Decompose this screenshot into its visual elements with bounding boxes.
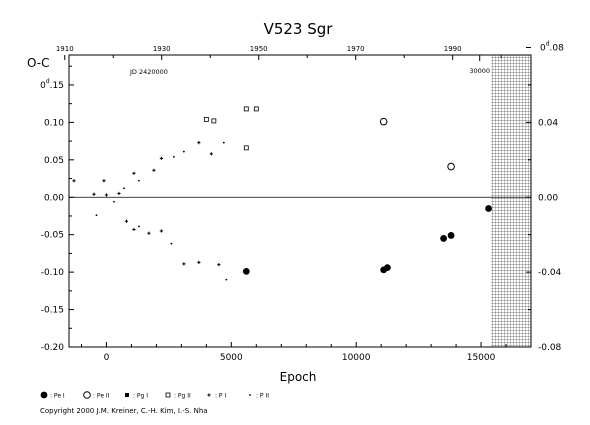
y-tick-label: 0.10 [44, 118, 64, 128]
legend-marker-p2 [249, 394, 251, 396]
legend-label: : P I [215, 393, 226, 400]
data-point-p1 [92, 192, 96, 196]
right-tick-label: -0.08 [538, 343, 562, 353]
data-point-pe1 [384, 264, 391, 272]
legend-marker-p1 [207, 393, 211, 397]
data-point-p1 [132, 171, 136, 175]
data-point-p1 [182, 262, 186, 266]
x-tick-label: 5000 [220, 353, 243, 363]
year-tick-label: 1910 [56, 45, 74, 53]
right-tick-label: 0.00 [538, 193, 558, 203]
right-tick-label: -0.04 [538, 268, 562, 278]
legend: : Pe I : Pe II : Pg I : Pg II : P I : P II [40, 391, 269, 400]
legend-marker-pe2 [83, 391, 91, 399]
right-tick-label: 0.04 [538, 118, 558, 128]
data-point-p2 [123, 187, 125, 190]
jd-tick-label: 30000 [469, 67, 490, 75]
plot-frame [68, 54, 532, 348]
legend-marker-pe1 [40, 391, 48, 399]
legend-marker-pg2 [165, 392, 171, 398]
data-point-p1 [197, 260, 201, 264]
legend-label: : Pg I [133, 393, 148, 400]
hatched-region [491, 55, 531, 347]
right-tick-label-part: .08 [550, 44, 565, 54]
data-point-p2 [182, 150, 185, 153]
data-point-p1 [117, 191, 121, 196]
chart-title: V523 Sgr [264, 20, 334, 38]
data-point-p1 [124, 219, 129, 223]
x-tick-label: 0 [104, 353, 110, 363]
year-tick-label: 1990 [444, 45, 462, 53]
data-point-pe2 [379, 117, 388, 126]
legend-label: : P II [256, 393, 269, 400]
data-point-p2 [172, 155, 175, 158]
legend-label: : Pe II [93, 393, 110, 400]
x-axis-label: Epoch [280, 370, 317, 384]
data-point-p1 [132, 227, 136, 232]
data-point-pg2 [243, 145, 249, 151]
data-point-p1 [72, 179, 76, 183]
data-point-p1 [197, 141, 201, 145]
data-point-pg2 [253, 106, 259, 112]
data-point-pe1 [485, 205, 492, 212]
data-point-pe1 [242, 267, 250, 275]
y-tick-label: 0d.15 [40, 78, 64, 91]
data-point-p2 [170, 242, 173, 245]
data-point-p1 [102, 179, 106, 183]
y-tick-label-part: 0 [40, 81, 46, 91]
year-tick-label: 1970 [347, 45, 365, 53]
data-point-p2 [138, 179, 140, 182]
legend-label: : Pg II [174, 393, 191, 400]
y-tick-label: -0.15 [41, 306, 64, 316]
legend-marker-pg1 [125, 393, 129, 397]
y-tick-label: 0.05 [44, 156, 64, 166]
x-tick-label: 15000 [467, 353, 496, 363]
data-point-p1 [159, 156, 163, 160]
data-point-pg2 [211, 118, 217, 124]
y-axis-label: O-C [27, 56, 50, 70]
data-point-p1 [147, 231, 151, 235]
data-point-p2 [138, 225, 140, 228]
jd-axis-label: JD 2420000 [129, 68, 168, 76]
y-tick-label: -0.05 [41, 231, 64, 241]
unit-superscript: d [46, 78, 50, 85]
legend-label: : Pe I [50, 393, 65, 400]
unit-superscript: d [546, 41, 550, 48]
data-point-p2 [95, 214, 98, 217]
data-point-p1 [159, 229, 163, 233]
data-point-p2 [113, 200, 115, 203]
x-tick-label: 10000 [342, 353, 371, 363]
right-tick-label: 0d.08 [540, 41, 564, 54]
data-point-pe1 [440, 235, 447, 242]
year-tick-label: 1950 [250, 45, 268, 53]
y-tick-label-part: .15 [50, 81, 64, 91]
data-point-p1 [104, 193, 109, 197]
data-point-p1 [152, 168, 156, 172]
data-point-p2 [222, 141, 225, 144]
right-tick-label-part: 0 [540, 44, 546, 54]
data-point-p1 [209, 152, 213, 156]
year-tick-label: 1930 [153, 45, 171, 53]
y-tick-label: -0.10 [41, 268, 65, 278]
data-point-pe1 [447, 232, 455, 239]
data-point-pg2 [243, 106, 249, 112]
data-point-pg2 [203, 116, 209, 122]
data-point-p2 [225, 278, 228, 281]
data-point-p1 [217, 263, 221, 267]
data-point-pe2 [447, 162, 455, 171]
copyright-note: Copyright 2000 J.M. Kreiner, C.-H. Kim, … [40, 407, 208, 415]
y-tick-label: 0.00 [44, 193, 64, 203]
y-tick-label: -0.20 [41, 343, 65, 353]
